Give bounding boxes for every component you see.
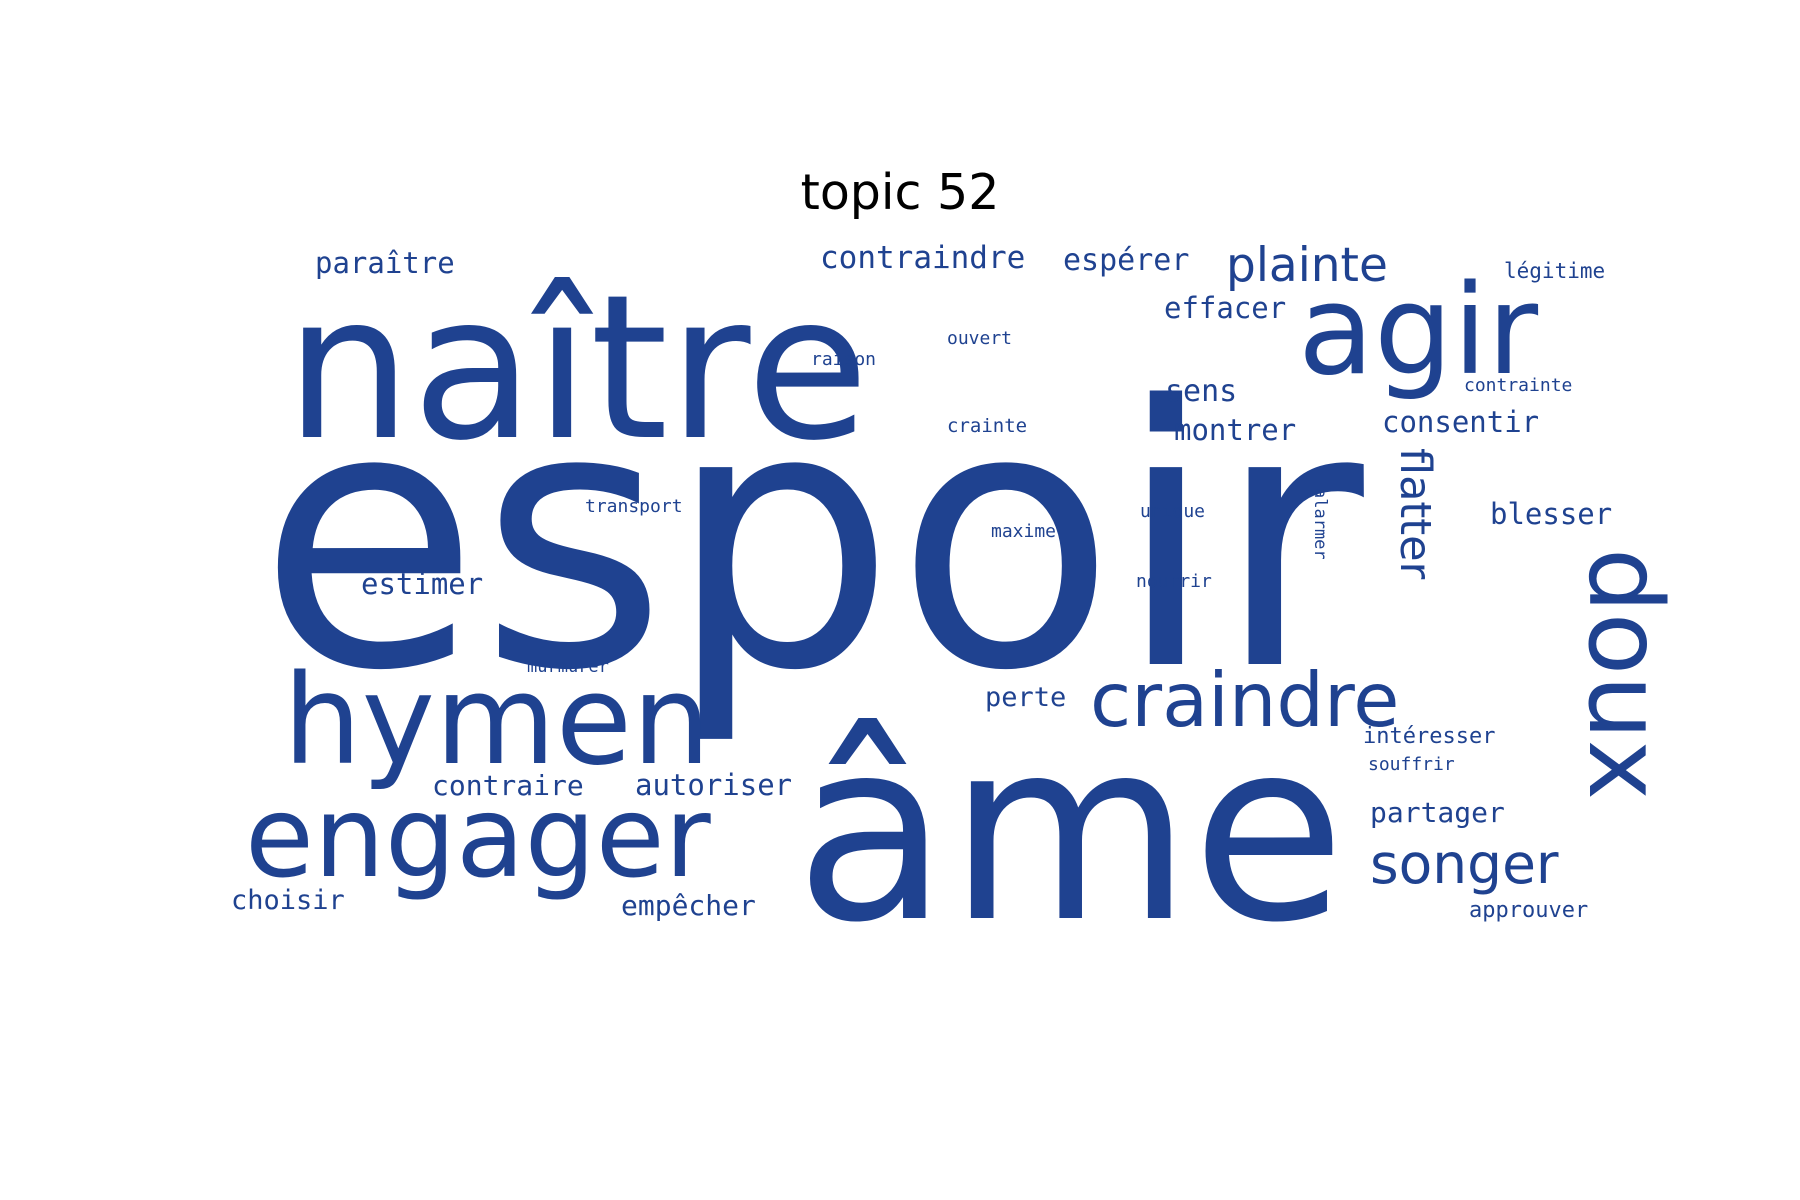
word-28: légitime [1504, 259, 1605, 283]
word-31: raison [811, 349, 876, 370]
word-2: naître [285, 252, 869, 485]
word-19: estimer [361, 567, 483, 601]
word-38: souffrir [1368, 754, 1455, 775]
word-3: agir [1298, 259, 1538, 403]
word-6: doux [1565, 548, 1684, 800]
word-30: ouvert [947, 328, 1012, 349]
chart-title: topic 52 [800, 164, 1000, 221]
word-17: blesser [1490, 497, 1612, 531]
word-5: engager [245, 773, 712, 903]
word-27: approuver [1469, 898, 1588, 923]
word-34: unique [1140, 501, 1205, 522]
word-32: crainte [947, 415, 1027, 437]
word-23: empêcher [621, 889, 756, 922]
word-13: paraître [315, 246, 455, 280]
word-21: contraire [432, 769, 584, 802]
word-15: consentir [1382, 405, 1539, 439]
word-35: maxime [991, 521, 1056, 542]
word-7: craindre [1090, 656, 1399, 744]
word-16: montrer [1174, 413, 1296, 447]
word-10: flatter [1390, 448, 1440, 580]
word-33: transport [585, 496, 683, 517]
word-36: nourrir [1136, 571, 1212, 592]
word-1: âme [795, 686, 1346, 977]
word-4: hymen [283, 649, 711, 793]
word-8: songer [1370, 832, 1559, 896]
word-9: plainte [1226, 238, 1388, 293]
word-0: espoir [258, 330, 1368, 749]
word-24: choisir [231, 885, 345, 916]
word-29: contrainte [1464, 375, 1572, 396]
word-37: alarmer [1310, 488, 1330, 560]
word-12: espérer [1063, 243, 1189, 278]
word-20: autoriser [635, 768, 792, 802]
word-39: murmurer [527, 657, 609, 677]
word-26: intéresser [1363, 724, 1495, 749]
word-25: perte [985, 682, 1066, 713]
word-22: partager [1370, 796, 1505, 829]
word-14: effacer [1164, 291, 1286, 325]
word-18: sens [1165, 374, 1237, 409]
word-11: contraindre [820, 240, 1025, 276]
